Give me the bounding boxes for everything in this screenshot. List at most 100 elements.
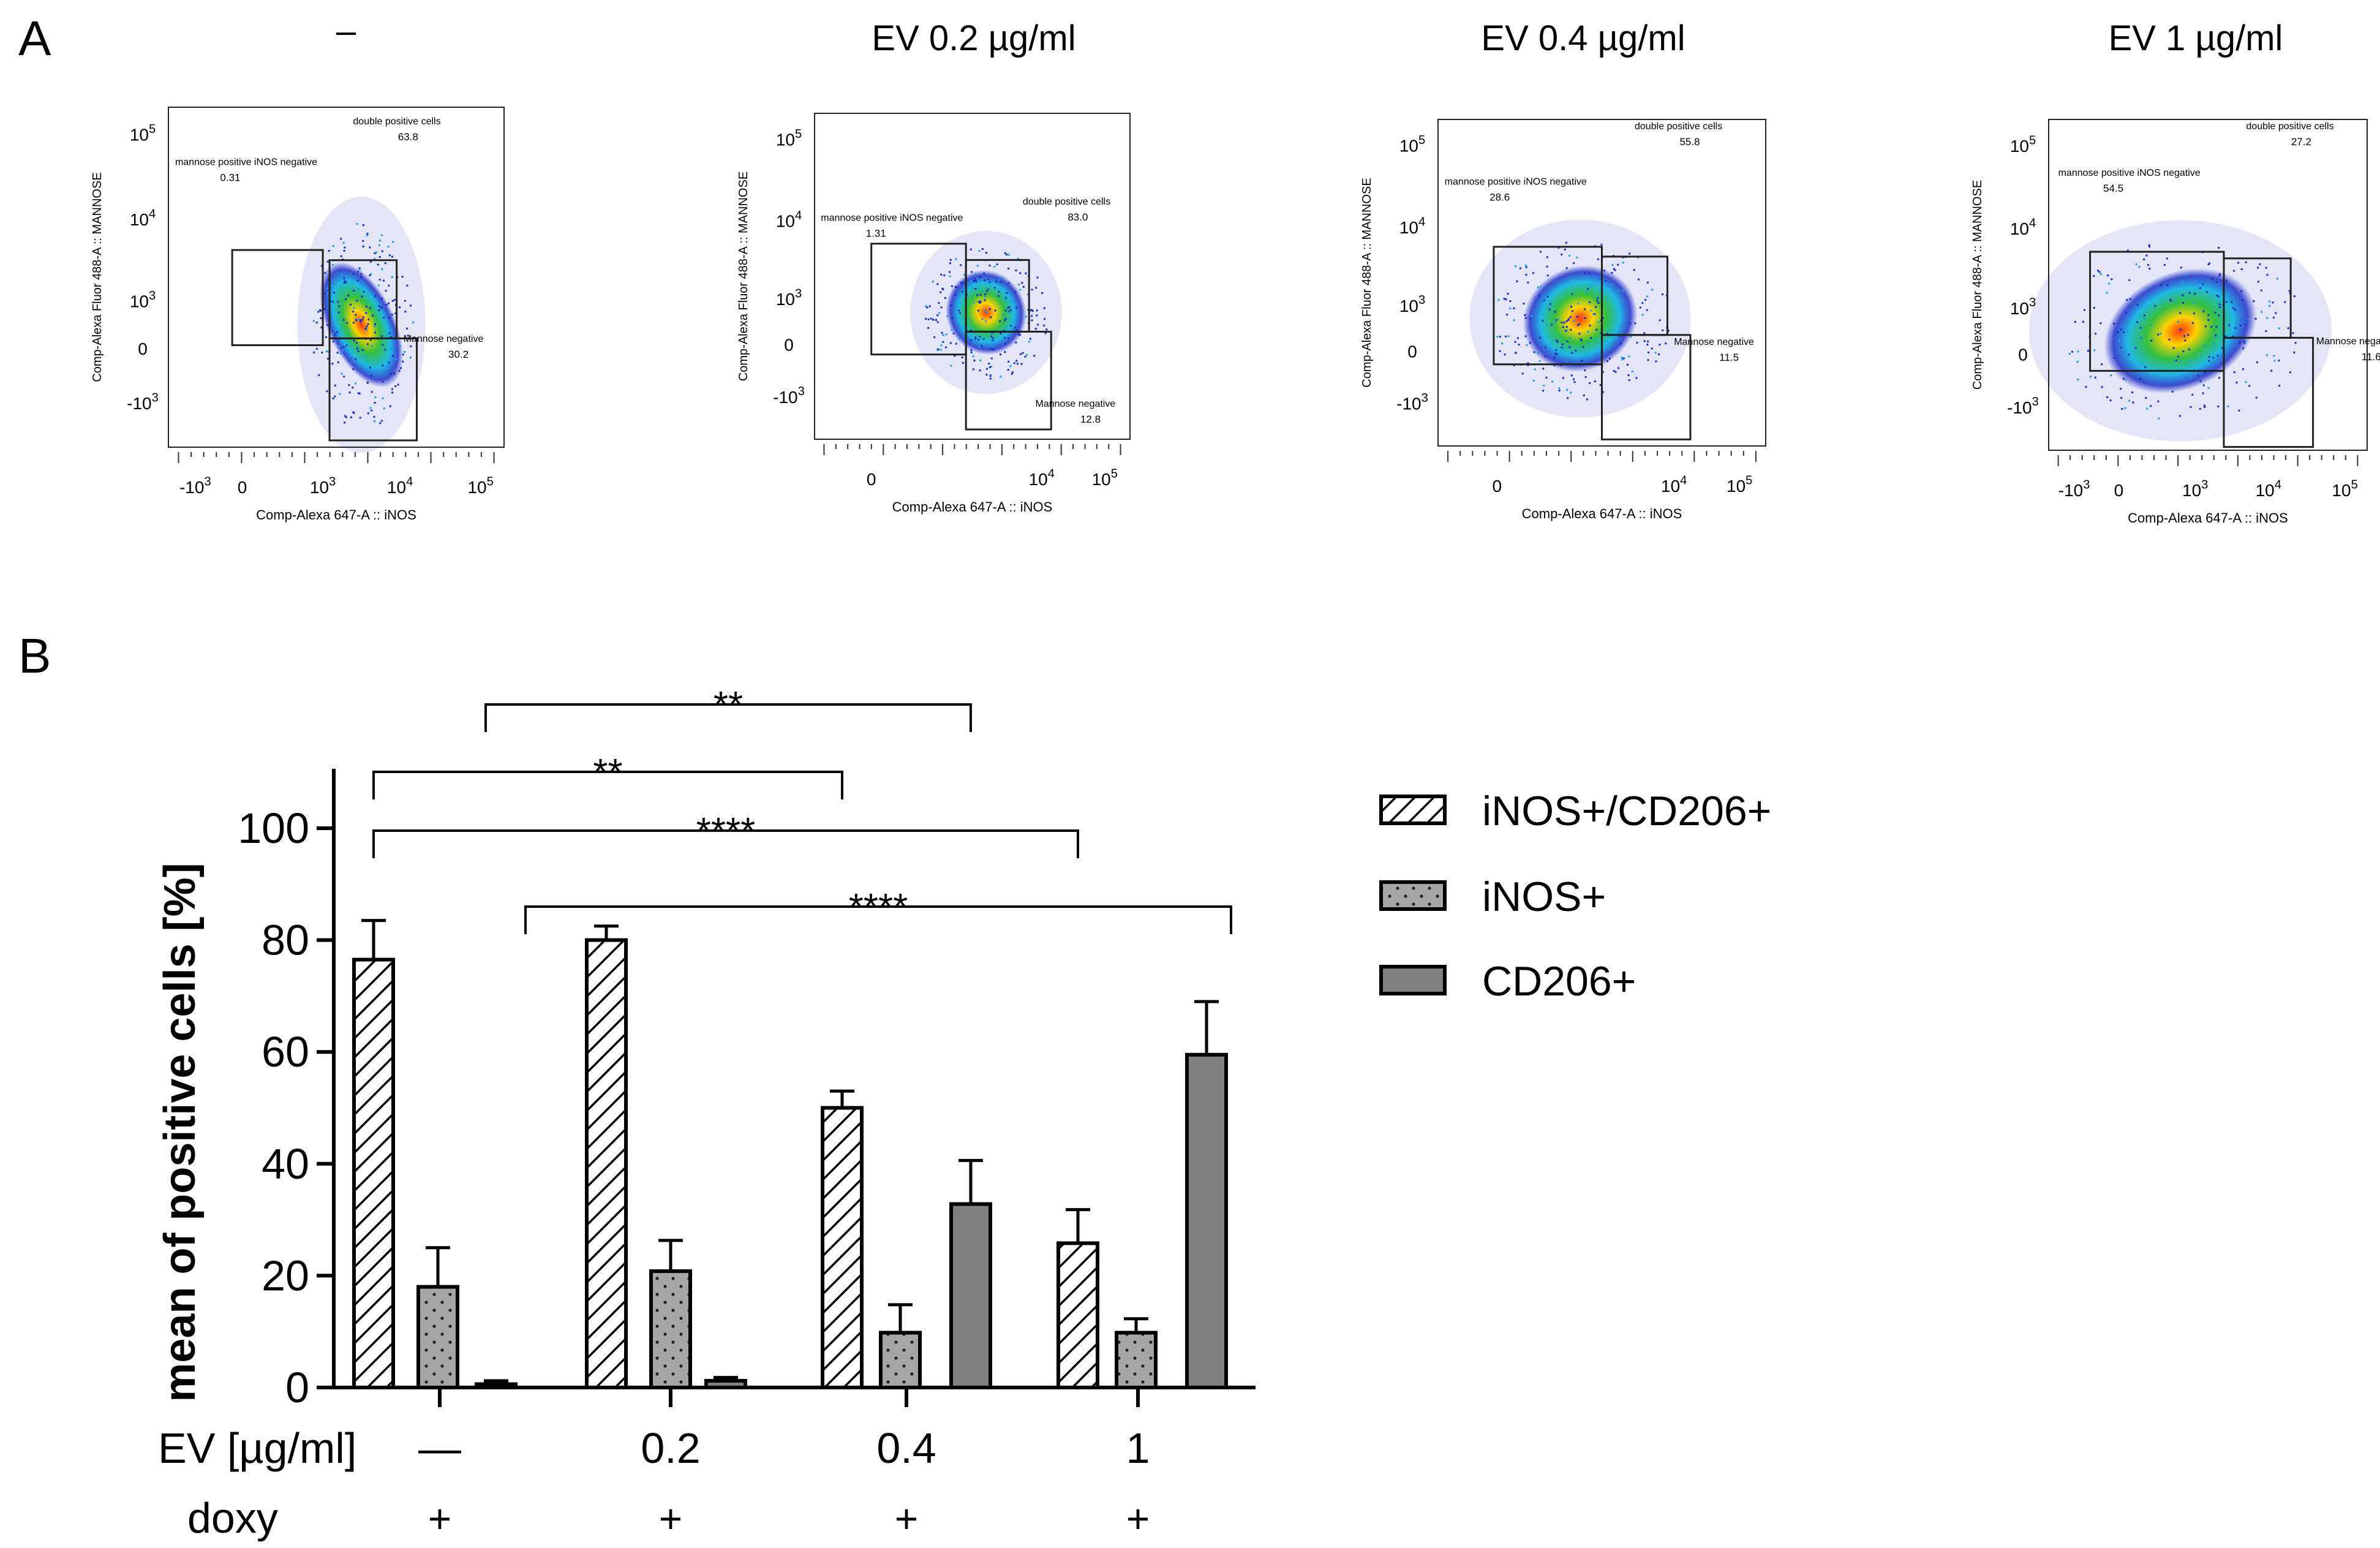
scatter-event — [1004, 309, 1007, 312]
flow-y-axis-label: Comp-Alexa Fluor 488-A :: MANNOSE — [91, 172, 104, 382]
scatter-event — [2242, 347, 2245, 350]
scatter-event — [338, 305, 341, 308]
scatter-event — [1542, 368, 1545, 370]
scatter-event — [352, 322, 355, 324]
scatter-event — [2187, 334, 2190, 336]
scatter-event — [1014, 290, 1017, 293]
scatter-event — [392, 355, 394, 357]
scatter-event — [1569, 316, 1572, 319]
scatter-event — [345, 344, 348, 347]
scatter-event — [2218, 246, 2220, 249]
scatter-event — [1613, 369, 1615, 372]
scatter-event — [1633, 269, 1635, 271]
scatter-event — [989, 375, 992, 377]
gate-value: 83.0 — [1068, 211, 1088, 223]
scatter-event — [998, 278, 1001, 281]
scatter-event — [381, 334, 383, 337]
scatter-event — [1565, 267, 1568, 270]
scatter-event — [2113, 357, 2115, 359]
scatter-event — [2199, 287, 2201, 289]
scatter-event — [334, 395, 336, 398]
flow-y-tick: 0 — [138, 339, 148, 358]
flow-y-tick: 103 — [1399, 293, 1425, 315]
scatter-event — [957, 309, 960, 312]
scatter-event — [326, 390, 328, 393]
scatter-event — [1015, 329, 1018, 331]
scatter-event — [958, 302, 961, 304]
scatter-event — [1556, 353, 1558, 355]
scatter-event — [380, 306, 382, 308]
scatter-event — [1527, 362, 1529, 364]
scatter-event — [2163, 263, 2166, 266]
scatter-event — [1638, 278, 1640, 281]
scatter-event — [2108, 282, 2111, 285]
scatter-event — [2147, 264, 2149, 266]
scatter-event — [362, 245, 364, 247]
scatter-event — [2248, 385, 2251, 387]
scatter-event — [942, 334, 944, 336]
doxy-value: + — [659, 1496, 683, 1541]
scatter-event — [388, 254, 391, 257]
scatter-event — [950, 304, 952, 307]
scatter-event — [1036, 314, 1038, 317]
scatter-event — [355, 342, 358, 344]
scatter-event — [973, 360, 976, 362]
scatter-event — [1000, 332, 1002, 334]
scatter-event — [2182, 350, 2185, 353]
scatter-event — [981, 318, 984, 320]
scatter-event — [1617, 263, 1619, 266]
scatter-event — [1595, 328, 1598, 331]
scatter-event — [1519, 267, 1521, 270]
scatter-event — [353, 290, 355, 292]
scatter-event — [357, 288, 360, 290]
scatter-event — [1584, 272, 1586, 274]
scatter-event — [2168, 338, 2171, 341]
scatter-event — [2143, 317, 2145, 320]
scatter-event — [357, 271, 360, 273]
scatter-event — [2179, 415, 2182, 417]
flow-panel-3: EV 0.4 µg/ml mannose positive iNOS negati… — [1360, 18, 1766, 521]
scatter-event — [2142, 354, 2145, 357]
scatter-event — [1007, 310, 1010, 312]
flow-y-tick: 0 — [1407, 342, 1417, 361]
scatter-event — [328, 249, 330, 252]
scatter-event — [1597, 302, 1600, 304]
scatter-event — [2126, 299, 2128, 301]
scatter-event — [342, 349, 344, 352]
scatter-event — [937, 348, 940, 350]
scatter-event — [377, 263, 379, 266]
scatter-event — [2210, 325, 2213, 328]
scatter-event — [2143, 258, 2145, 260]
scatter-event — [344, 246, 346, 249]
scatter-event — [331, 363, 334, 365]
scatter-event — [1605, 280, 1607, 282]
scatter-event — [352, 273, 355, 275]
scatter-event — [985, 368, 988, 370]
scatter-event — [315, 347, 318, 350]
flow-panel-2: EV 0.2 µg/ml mannose positive iNOS negati… — [737, 18, 1131, 515]
scatter-event — [985, 290, 988, 293]
flow-x-tick: 105 — [1727, 474, 1752, 496]
scatter-event — [1537, 325, 1539, 327]
scatter-event — [2106, 292, 2108, 294]
scatter-event — [331, 301, 334, 303]
scatter-event — [362, 349, 364, 351]
scatter-event — [2235, 381, 2238, 383]
scatter-event — [2120, 388, 2122, 390]
scatter-event — [1576, 324, 1579, 327]
scatter-event — [1646, 309, 1648, 311]
scatter-event — [972, 368, 974, 371]
significance-label: **** — [696, 810, 756, 853]
scatter-event — [2206, 291, 2209, 293]
scatter-event — [1585, 291, 1587, 293]
scatter-event — [1608, 345, 1610, 347]
scatter-event — [1534, 368, 1536, 371]
scatter-event — [2089, 376, 2092, 378]
scatter-event — [2203, 404, 2205, 407]
scatter-event — [378, 244, 380, 246]
scatter-event — [313, 351, 315, 353]
scatter-event — [979, 300, 982, 303]
scatter-event — [2265, 266, 2267, 269]
gate-mannose-negative — [965, 330, 1052, 431]
scatter-event — [955, 304, 958, 306]
